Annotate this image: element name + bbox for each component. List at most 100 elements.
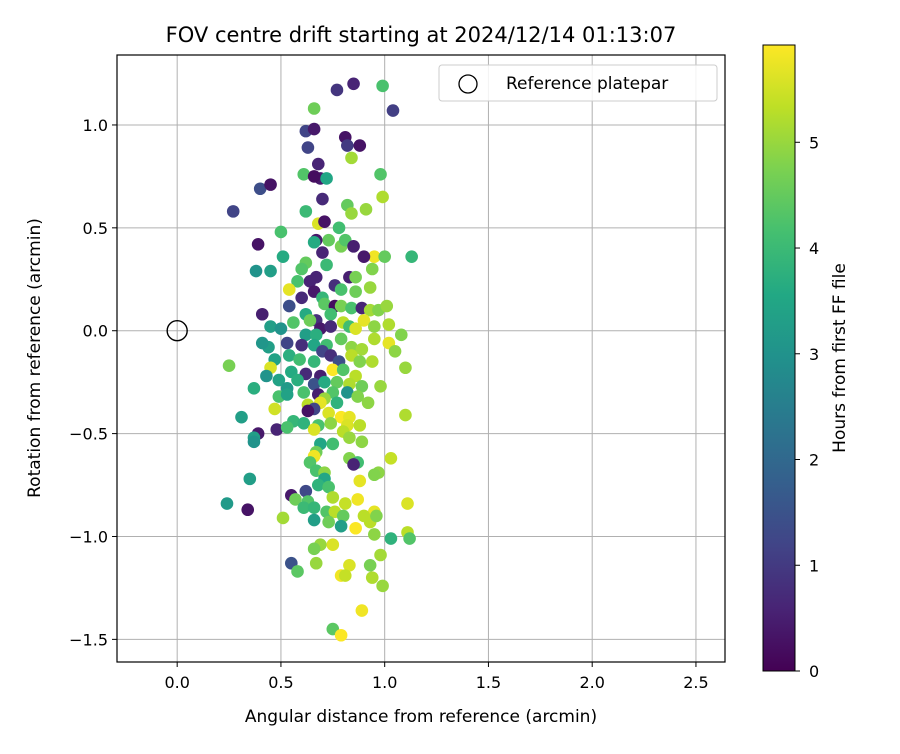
colorbar-tick-label: 3: [809, 345, 819, 364]
scatter-point: [349, 285, 362, 298]
scatter-point: [382, 318, 396, 331]
scatter-point: [357, 314, 371, 327]
scatter-point: [299, 205, 313, 218]
scatter-point: [307, 423, 321, 436]
scatter-point: [384, 451, 398, 465]
reference-marker-group: [166, 320, 188, 342]
scatter-point: [320, 172, 333, 185]
scatter-point: [374, 379, 387, 393]
scatter-point: [295, 291, 308, 305]
y-tick-label: 1.0: [83, 116, 108, 135]
scatter-point: [365, 262, 379, 276]
scatter-point: [318, 215, 331, 228]
y-axis-ticks: 1.0 0.5 0.0 −0.5 −1.0 −1.5: [69, 116, 117, 649]
scatter-point: [345, 207, 358, 220]
scatter-point: [264, 264, 277, 278]
scatter-point: [282, 299, 296, 313]
scatter-point: [307, 513, 321, 527]
scatter-point: [353, 419, 367, 432]
scatter-point: [347, 77, 360, 91]
scatter-point: [355, 379, 369, 393]
grid-lines: [117, 55, 725, 662]
scatter-point: [363, 558, 377, 572]
y-axis-label: Rotation from reference (arcmin): [25, 218, 45, 498]
scatter-point: [247, 435, 261, 449]
scatter-point: [287, 316, 300, 329]
scatter-point: [255, 336, 269, 350]
scatter-point: [243, 472, 257, 486]
colorbar-tick-label: 4: [809, 239, 819, 258]
scatter-point: [353, 355, 367, 368]
scatter-point: [355, 435, 369, 449]
scatter-point: [330, 375, 344, 389]
scatter-point: [341, 139, 354, 152]
scatter-point: [326, 437, 340, 451]
scatter-point: [343, 558, 356, 572]
scatter-point: [268, 402, 282, 416]
scatter-point: [301, 141, 315, 154]
scatter-point: [291, 565, 304, 578]
scatter-point: [345, 151, 358, 165]
y-tick-label: −1.0: [69, 527, 108, 546]
scatter-point: [399, 361, 412, 375]
scatter-point: [307, 122, 321, 136]
scatter-point: [297, 417, 311, 430]
scatter-point: [405, 250, 418, 263]
scatter-point: [309, 328, 323, 342]
scatter-point: [307, 235, 321, 249]
scatter-point: [399, 408, 412, 422]
y-tick-label: −1.5: [69, 630, 108, 649]
scatter-point: [368, 332, 381, 346]
scatter-point: [388, 344, 402, 358]
scatter-point: [320, 258, 333, 272]
scatter-point: [311, 157, 325, 171]
scatter-point: [295, 262, 308, 276]
scatter-point: [299, 328, 313, 342]
scatter-point: [380, 299, 394, 313]
scatter-point: [322, 406, 335, 420]
scatter-point: [295, 338, 308, 352]
data-points: [220, 77, 418, 642]
scatter-point: [374, 168, 387, 181]
scatter-point: [347, 240, 360, 253]
x-axis-label: Angular distance from reference (arcmin): [245, 707, 597, 727]
scatter-point: [334, 332, 348, 346]
scatter-point: [403, 532, 416, 545]
scatter-point: [251, 238, 265, 251]
colorbar-gradient: [762, 44, 796, 672]
scatter-point: [249, 264, 263, 278]
scatter-point: [253, 182, 267, 196]
scatter-point: [378, 250, 391, 263]
scatter-point: [307, 542, 321, 556]
scatter-point: [297, 168, 311, 181]
scatter-point: [338, 497, 352, 510]
colorbar: 0 1 2 3 4 5 Hours from first FF file: [762, 44, 850, 681]
scatter-point: [376, 190, 389, 204]
scatter-point: [349, 521, 362, 535]
scatter-point: [264, 320, 277, 333]
scatter-point: [318, 375, 331, 389]
scatter-point: [276, 250, 290, 263]
legend-box: [438, 64, 718, 102]
scatter-point: [332, 221, 346, 235]
scatter-point: [307, 377, 321, 391]
scatter-point: [264, 178, 277, 191]
scatter-point: [368, 320, 381, 333]
scatter-point: [274, 322, 288, 335]
scatter-point: [307, 102, 321, 115]
scatter-point: [222, 359, 236, 373]
legend-open-circle-marker: [458, 74, 478, 94]
reference-platepar-marker: [166, 320, 188, 342]
x-tick-label: 2.0: [579, 673, 604, 692]
x-tick-label: 1.5: [476, 673, 501, 692]
scatter-point: [270, 423, 284, 436]
plot-frame: [116, 54, 726, 663]
scatter-point: [324, 320, 338, 333]
scatter-point: [353, 474, 367, 488]
scatter-point: [297, 386, 311, 399]
scatter-point: [401, 497, 414, 510]
scatter-point: [280, 336, 294, 350]
scatter-point: [318, 297, 331, 311]
legend-entry-label: Reference platepar: [506, 74, 668, 94]
scatter-point: [338, 569, 352, 582]
